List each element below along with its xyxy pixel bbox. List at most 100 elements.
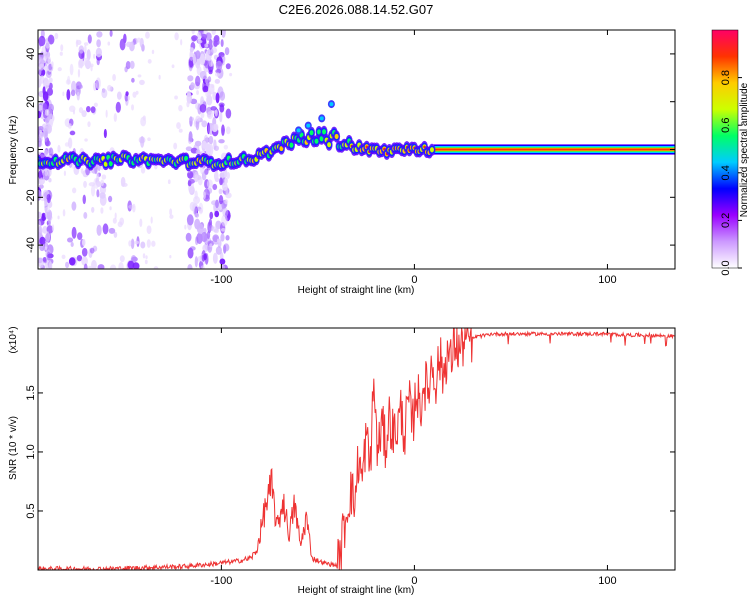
noise-speckle <box>198 208 203 213</box>
noise-speckle <box>219 104 225 113</box>
ridge-blob-peak <box>108 161 113 167</box>
noise-speckle <box>62 91 65 97</box>
noise-speckle <box>146 239 151 248</box>
noise-speckle <box>210 60 214 67</box>
ridge-blob-peak <box>317 129 322 135</box>
noise-speckle <box>91 206 95 213</box>
noise-speckle <box>142 253 146 259</box>
colorbar-tick-label: 0.2 <box>720 213 732 228</box>
noise-speckle <box>93 177 100 189</box>
noise-speckle <box>125 91 129 97</box>
snr-x-tick-label: 100 <box>598 575 616 587</box>
steady-ridge-band <box>433 148 675 151</box>
noise-speckle <box>136 37 142 43</box>
snr-y-ticks: 0.5 1.0 1.5 <box>25 385 675 519</box>
noise-speckle <box>208 39 213 50</box>
spectrogram-x-ticks: -100 0 100 <box>210 30 617 286</box>
noise-speckle <box>39 177 43 186</box>
colorbar-ticks: 0.0 0.2 0.4 0.6 0.8 <box>720 70 742 276</box>
colorbar-tick-label: 0.4 <box>720 165 732 180</box>
noise-speckle <box>108 227 116 234</box>
noise-speckle <box>195 75 201 87</box>
noise-speckle <box>185 146 193 152</box>
noise-speckle <box>194 256 198 268</box>
noise-speckle <box>75 39 79 48</box>
noise-speckle <box>99 192 106 199</box>
noise-speckle <box>76 232 83 241</box>
noise-speckle <box>199 53 206 66</box>
snr-x-axis-label: Height of straight line (km) <box>298 585 415 596</box>
noise-speckle <box>193 196 201 205</box>
noise-speckle <box>132 203 136 213</box>
noise-speckle <box>38 184 44 189</box>
noise-speckle <box>51 61 54 68</box>
noise-speckle <box>76 254 83 262</box>
noise-speckle <box>100 207 104 214</box>
noise-speckle <box>197 31 202 39</box>
noise-speckle <box>38 137 42 148</box>
spectrogram-x-tick-label: 100 <box>598 274 616 286</box>
noise-speckle <box>214 177 220 183</box>
noise-speckle <box>187 247 194 259</box>
noise-speckle <box>214 72 220 77</box>
noise-speckle <box>210 106 217 111</box>
noise-speckle <box>221 214 228 227</box>
noise-speckle <box>209 243 213 248</box>
noise-speckle <box>199 70 207 80</box>
noise-speckle <box>38 125 44 132</box>
noise-speckle <box>38 39 43 47</box>
noise-speckle <box>101 174 107 180</box>
noise-speckle <box>140 241 146 249</box>
noise-speckle <box>69 63 74 76</box>
noise-speckle <box>140 166 146 174</box>
noise-speckle <box>59 51 63 56</box>
noise-speckle <box>108 195 113 203</box>
noise-speckle <box>86 105 91 113</box>
noise-speckle <box>225 126 231 135</box>
noise-speckle <box>203 191 206 200</box>
noise-speckle <box>61 254 66 260</box>
ridge-blob-peak <box>429 147 434 153</box>
noise-speckle <box>131 104 135 111</box>
noise-speckle <box>114 212 117 219</box>
noise-speckle <box>83 44 87 54</box>
noise-speckle <box>125 61 131 70</box>
noise-speckle <box>212 183 218 191</box>
noise-speckle <box>214 109 218 117</box>
ridge-outlier-core <box>329 102 334 107</box>
ridge-layer <box>38 100 675 173</box>
noise-speckle <box>113 231 118 238</box>
noise-speckle <box>66 89 71 101</box>
noise-speckle <box>221 124 225 136</box>
noise-speckle <box>171 64 175 69</box>
spectrogram-y-tick-label: -20 <box>25 189 37 205</box>
chart-title: C2E6.2026.088.14.52.G07 <box>279 2 434 17</box>
noise-speckle <box>138 136 146 144</box>
noise-speckle <box>76 91 80 101</box>
noise-speckle <box>51 224 55 232</box>
noise-speckle <box>220 227 226 232</box>
noise-speckle <box>101 88 108 99</box>
noise-speckle <box>87 121 91 128</box>
noise-speckle <box>208 135 214 145</box>
noise-speckle <box>46 251 51 261</box>
noise-speckle <box>139 79 145 86</box>
noise-speckle <box>54 32 59 40</box>
noise-speckle <box>77 68 81 78</box>
noise-speckle <box>225 63 231 70</box>
noise-speckle <box>38 111 42 119</box>
noise-speckle <box>97 264 105 269</box>
noise-speckle <box>96 39 101 48</box>
noise-speckle <box>45 41 50 49</box>
noise-speckle <box>96 224 102 236</box>
noise-speckle <box>207 90 212 98</box>
colorbar-fill <box>711 29 739 269</box>
noise-speckle <box>211 84 215 89</box>
noise-speckle <box>125 41 133 48</box>
noise-speckle <box>83 42 89 46</box>
ridge-outlier-core <box>319 116 324 121</box>
noise-speckle <box>178 104 183 112</box>
spectrogram-x-tick-label: -100 <box>210 274 232 286</box>
noise-speckle <box>119 38 126 51</box>
